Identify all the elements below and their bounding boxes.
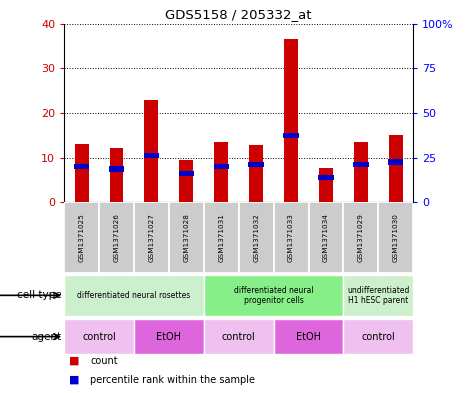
Bar <box>144 153 159 158</box>
Bar <box>64 319 134 354</box>
Bar <box>389 135 403 202</box>
Bar <box>379 202 413 273</box>
Bar <box>284 39 298 202</box>
Bar <box>249 145 263 202</box>
Text: control: control <box>361 332 395 342</box>
Text: control: control <box>222 332 256 342</box>
Bar <box>110 148 124 202</box>
Text: GSM1371030: GSM1371030 <box>393 213 399 262</box>
Text: agent: agent <box>32 332 62 342</box>
Bar <box>75 144 88 202</box>
Bar <box>144 99 158 202</box>
Bar <box>64 202 99 273</box>
Text: GSM1371033: GSM1371033 <box>288 213 294 262</box>
Text: GSM1371029: GSM1371029 <box>358 213 364 262</box>
Bar <box>319 167 333 202</box>
Bar <box>353 162 369 167</box>
Bar <box>214 164 229 169</box>
Bar <box>388 160 403 165</box>
Text: percentile rank within the sample: percentile rank within the sample <box>90 375 255 385</box>
Bar <box>109 166 124 172</box>
Text: ■: ■ <box>69 356 79 366</box>
Text: GSM1371027: GSM1371027 <box>148 213 154 262</box>
Text: control: control <box>82 332 116 342</box>
Text: EtOH: EtOH <box>296 332 321 342</box>
Bar <box>284 133 299 138</box>
Title: GDS5158 / 205332_at: GDS5158 / 205332_at <box>165 8 312 21</box>
Text: GSM1371031: GSM1371031 <box>218 213 224 262</box>
Text: differentiated neural
progenitor cells: differentiated neural progenitor cells <box>234 286 314 305</box>
Bar <box>204 319 274 354</box>
Text: GSM1371034: GSM1371034 <box>323 213 329 262</box>
Bar <box>238 202 274 273</box>
Bar <box>343 202 379 273</box>
Text: count: count <box>90 356 118 366</box>
Text: GSM1371032: GSM1371032 <box>253 213 259 262</box>
Text: undifferentiated
H1 hESC parent: undifferentiated H1 hESC parent <box>347 286 409 305</box>
Text: cell type: cell type <box>17 290 62 300</box>
Bar <box>309 202 343 273</box>
Bar <box>318 175 333 180</box>
Text: GSM1371028: GSM1371028 <box>183 213 190 262</box>
Text: GSM1371025: GSM1371025 <box>78 213 85 262</box>
Bar <box>134 319 204 354</box>
Bar <box>180 160 193 202</box>
Bar <box>354 142 368 202</box>
Text: ■: ■ <box>69 375 79 385</box>
Bar <box>99 202 134 273</box>
Text: GSM1371026: GSM1371026 <box>114 213 120 262</box>
Bar <box>74 164 89 169</box>
Bar <box>169 202 204 273</box>
Text: EtOH: EtOH <box>156 332 181 342</box>
Bar <box>204 202 238 273</box>
Bar <box>248 162 264 167</box>
Bar <box>134 202 169 273</box>
Bar <box>64 275 204 316</box>
Bar <box>274 202 309 273</box>
Bar <box>343 319 413 354</box>
Bar <box>214 142 228 202</box>
Bar <box>179 171 194 176</box>
Bar <box>204 275 343 316</box>
Bar <box>343 275 413 316</box>
Text: differentiated neural rosettes: differentiated neural rosettes <box>77 291 190 300</box>
Bar <box>274 319 343 354</box>
